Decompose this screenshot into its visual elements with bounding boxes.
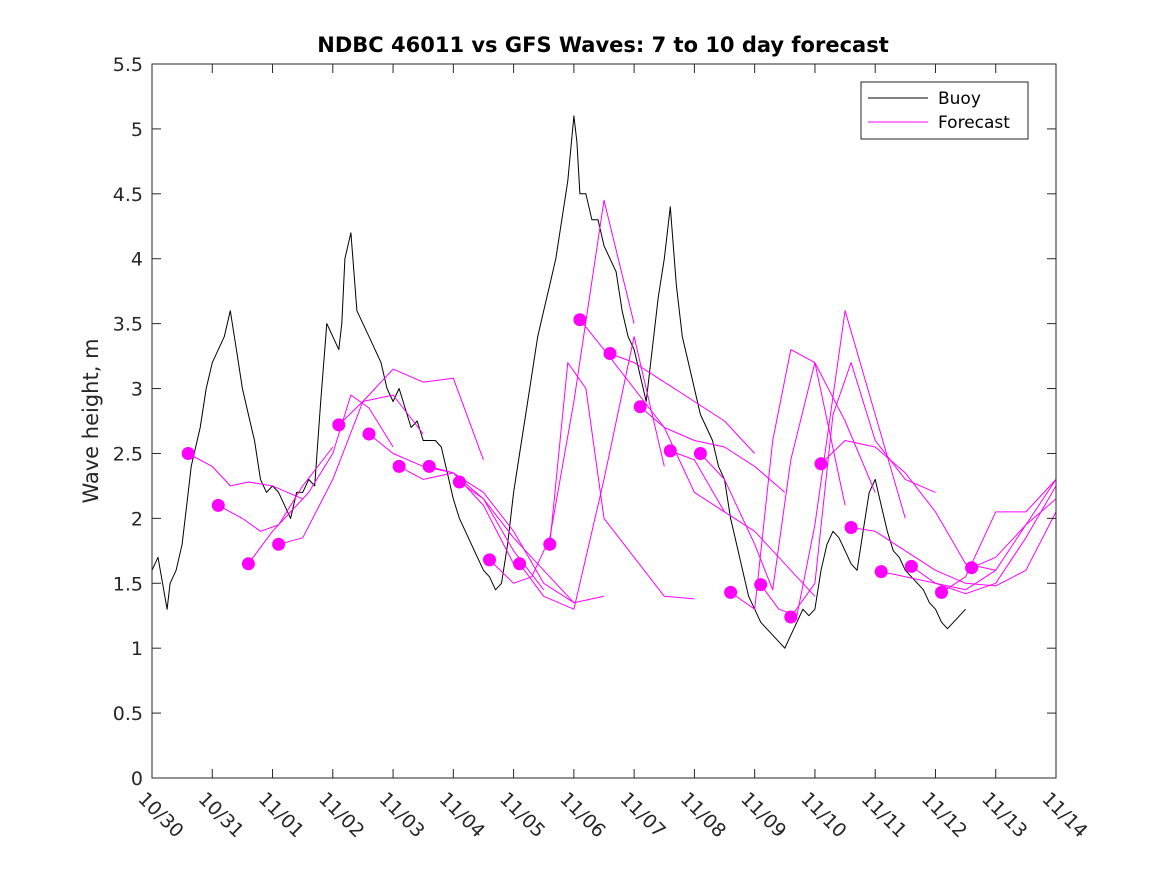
x-tick-label: 11/01 (254, 788, 308, 842)
legend: Buoy Forecast (860, 81, 1029, 140)
forecast-series-line-22 (851, 511, 1057, 587)
plot-area (152, 64, 1056, 778)
plot-frame (151, 63, 1057, 779)
forecast-point-marker (663, 444, 677, 458)
forecast-point-marker (904, 559, 918, 573)
y-axis: 0 0.5 1 1.5 2 2.5 3 3.5 4 4.5 5 5.5 (113, 54, 1056, 790)
y-tick-label: 4.5 (113, 184, 143, 206)
forecast-series-line-2 (218, 446, 334, 532)
x-tick-label: 11/09 (736, 788, 790, 842)
y-tick-label: 2.5 (113, 443, 143, 465)
forecast-point-marker (422, 459, 436, 473)
forecast-point-marker (633, 400, 647, 414)
forecast-series-line-6 (368, 433, 515, 565)
forecast-point-marker (693, 447, 707, 460)
forecast-series-line-3 (247, 394, 394, 565)
x-tick-label: 11/11 (857, 788, 911, 842)
forecast-series-line-13 (579, 319, 725, 513)
forecast-point-marker (483, 553, 496, 567)
y-axis-label: Wave height, m (79, 338, 103, 503)
forecast-point-marker (392, 459, 406, 473)
forecast-point-marker (241, 557, 255, 571)
x-tick-label: 11/04 (435, 788, 489, 842)
forecast-point-marker (935, 585, 948, 599)
forecast-point-marker (965, 561, 979, 575)
forecast-series-line-15 (639, 406, 786, 493)
forecast-series-line-11 (519, 336, 665, 610)
y-tick-label: 5 (131, 119, 143, 141)
x-tick-label: 10/31 (194, 788, 248, 842)
x-tick-label: 11/14 (1037, 788, 1091, 842)
legend-box (860, 81, 1029, 140)
x-tick-label: 11/13 (977, 788, 1031, 842)
forecast-point-marker (211, 498, 225, 512)
y-tick-label: 5.5 (113, 54, 143, 76)
x-tick-label: 11/06 (555, 788, 609, 842)
forecast-series-line-25 (941, 479, 1057, 593)
forecast-point-marker (272, 537, 286, 551)
y-tick-label: 1 (131, 638, 143, 660)
x-tick-label: 11/07 (616, 788, 670, 842)
forecast-point-marker (754, 578, 768, 592)
x-tick-label: 11/12 (917, 788, 971, 842)
forecast-series-line-16 (670, 450, 816, 597)
x-tick-label: 11/05 (495, 788, 549, 842)
forecast-series-line-24 (911, 479, 1057, 591)
forecast-point-marker (181, 447, 195, 460)
forecast-series-line-5 (338, 368, 484, 461)
forecast-series-line-1 (187, 453, 303, 500)
forecast-series-line-18 (730, 349, 876, 610)
forecast-point-marker (844, 521, 858, 534)
chart-title: NDBC 46011 vs GFS Waves: 7 to 10 day for… (317, 33, 888, 57)
forecast-series-line-14 (609, 353, 756, 454)
forecast-series-line-19 (760, 310, 906, 617)
forecast-series-line-20 (790, 362, 936, 618)
buoy-series-line (151, 115, 966, 649)
forecast-point-marker (874, 565, 888, 579)
y-tick-label: 2 (131, 508, 143, 530)
x-tick-label: 11/08 (676, 788, 730, 842)
x-tick-label: 11/03 (375, 788, 429, 842)
forecast-point-marker (814, 457, 828, 471)
y-tick-label: 0 (131, 768, 143, 790)
forecast-series-line-7 (398, 465, 545, 591)
y-tick-label: 4 (131, 249, 143, 271)
forecast-series-line-26 (971, 498, 1057, 569)
forecast-point-marker (784, 610, 798, 624)
forecast-point-marker (513, 557, 527, 571)
forecast-point-marker (332, 418, 346, 432)
y-tick-label: 3.5 (113, 314, 143, 336)
x-tick-label: 11/10 (796, 788, 850, 842)
forecast-series-line-9 (459, 481, 605, 604)
x-tick-label: 11/02 (314, 788, 368, 842)
forecast-point-marker (573, 313, 587, 327)
y-tick-label: 3 (131, 379, 143, 401)
plot-content (151, 115, 1057, 649)
forecast-point-marker (724, 585, 738, 599)
y-tick-label: 1.5 (113, 573, 143, 595)
legend-forecast-label: Forecast (938, 113, 1010, 133)
forecast-point-marker (603, 347, 617, 360)
forecast-series-line-23 (881, 485, 1057, 595)
forecast-series-line-8 (429, 465, 575, 604)
forecast-point-marker (543, 537, 557, 551)
forecast-point-marker (452, 475, 466, 489)
y-tick-label: 0.5 (113, 703, 143, 725)
forecast-series-line-12 (549, 362, 695, 600)
x-tick-label: 10/30 (133, 788, 187, 842)
forecast-series-line-4 (278, 394, 424, 545)
forecast-series-line-21 (820, 440, 996, 571)
forecast-point-marker (362, 427, 376, 441)
legend-buoy-label: Buoy (938, 89, 981, 109)
